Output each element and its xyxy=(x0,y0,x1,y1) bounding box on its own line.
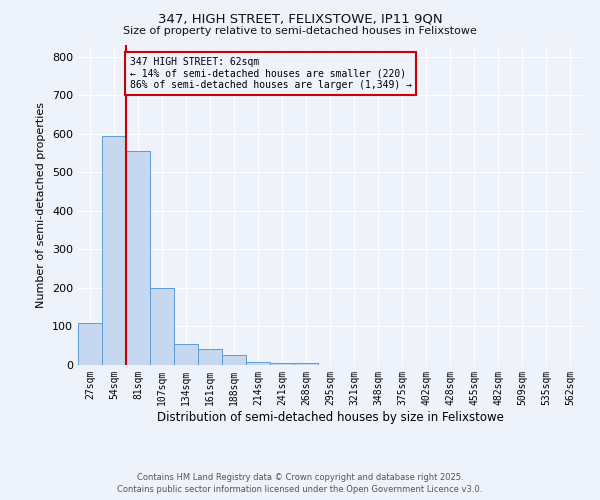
Bar xyxy=(270,363,294,365)
Bar xyxy=(198,349,222,365)
Text: 347, HIGH STREET, FELIXSTOWE, IP11 9QN: 347, HIGH STREET, FELIXSTOWE, IP11 9QN xyxy=(158,12,442,26)
Y-axis label: Number of semi-detached properties: Number of semi-detached properties xyxy=(37,102,46,308)
Bar xyxy=(102,136,126,365)
Text: 347 HIGH STREET: 62sqm
← 14% of semi-detached houses are smaller (220)
86% of se: 347 HIGH STREET: 62sqm ← 14% of semi-det… xyxy=(130,56,412,90)
Bar xyxy=(294,364,318,365)
Bar xyxy=(246,362,270,365)
Text: Contains HM Land Registry data © Crown copyright and database right 2025.
Contai: Contains HM Land Registry data © Crown c… xyxy=(118,473,482,494)
Bar xyxy=(78,324,102,365)
Bar xyxy=(174,344,198,365)
Bar xyxy=(150,288,174,365)
Text: Size of property relative to semi-detached houses in Felixstowe: Size of property relative to semi-detach… xyxy=(123,26,477,36)
X-axis label: Distribution of semi-detached houses by size in Felixstowe: Distribution of semi-detached houses by … xyxy=(157,410,503,424)
Bar xyxy=(222,356,246,365)
Bar xyxy=(126,151,150,365)
